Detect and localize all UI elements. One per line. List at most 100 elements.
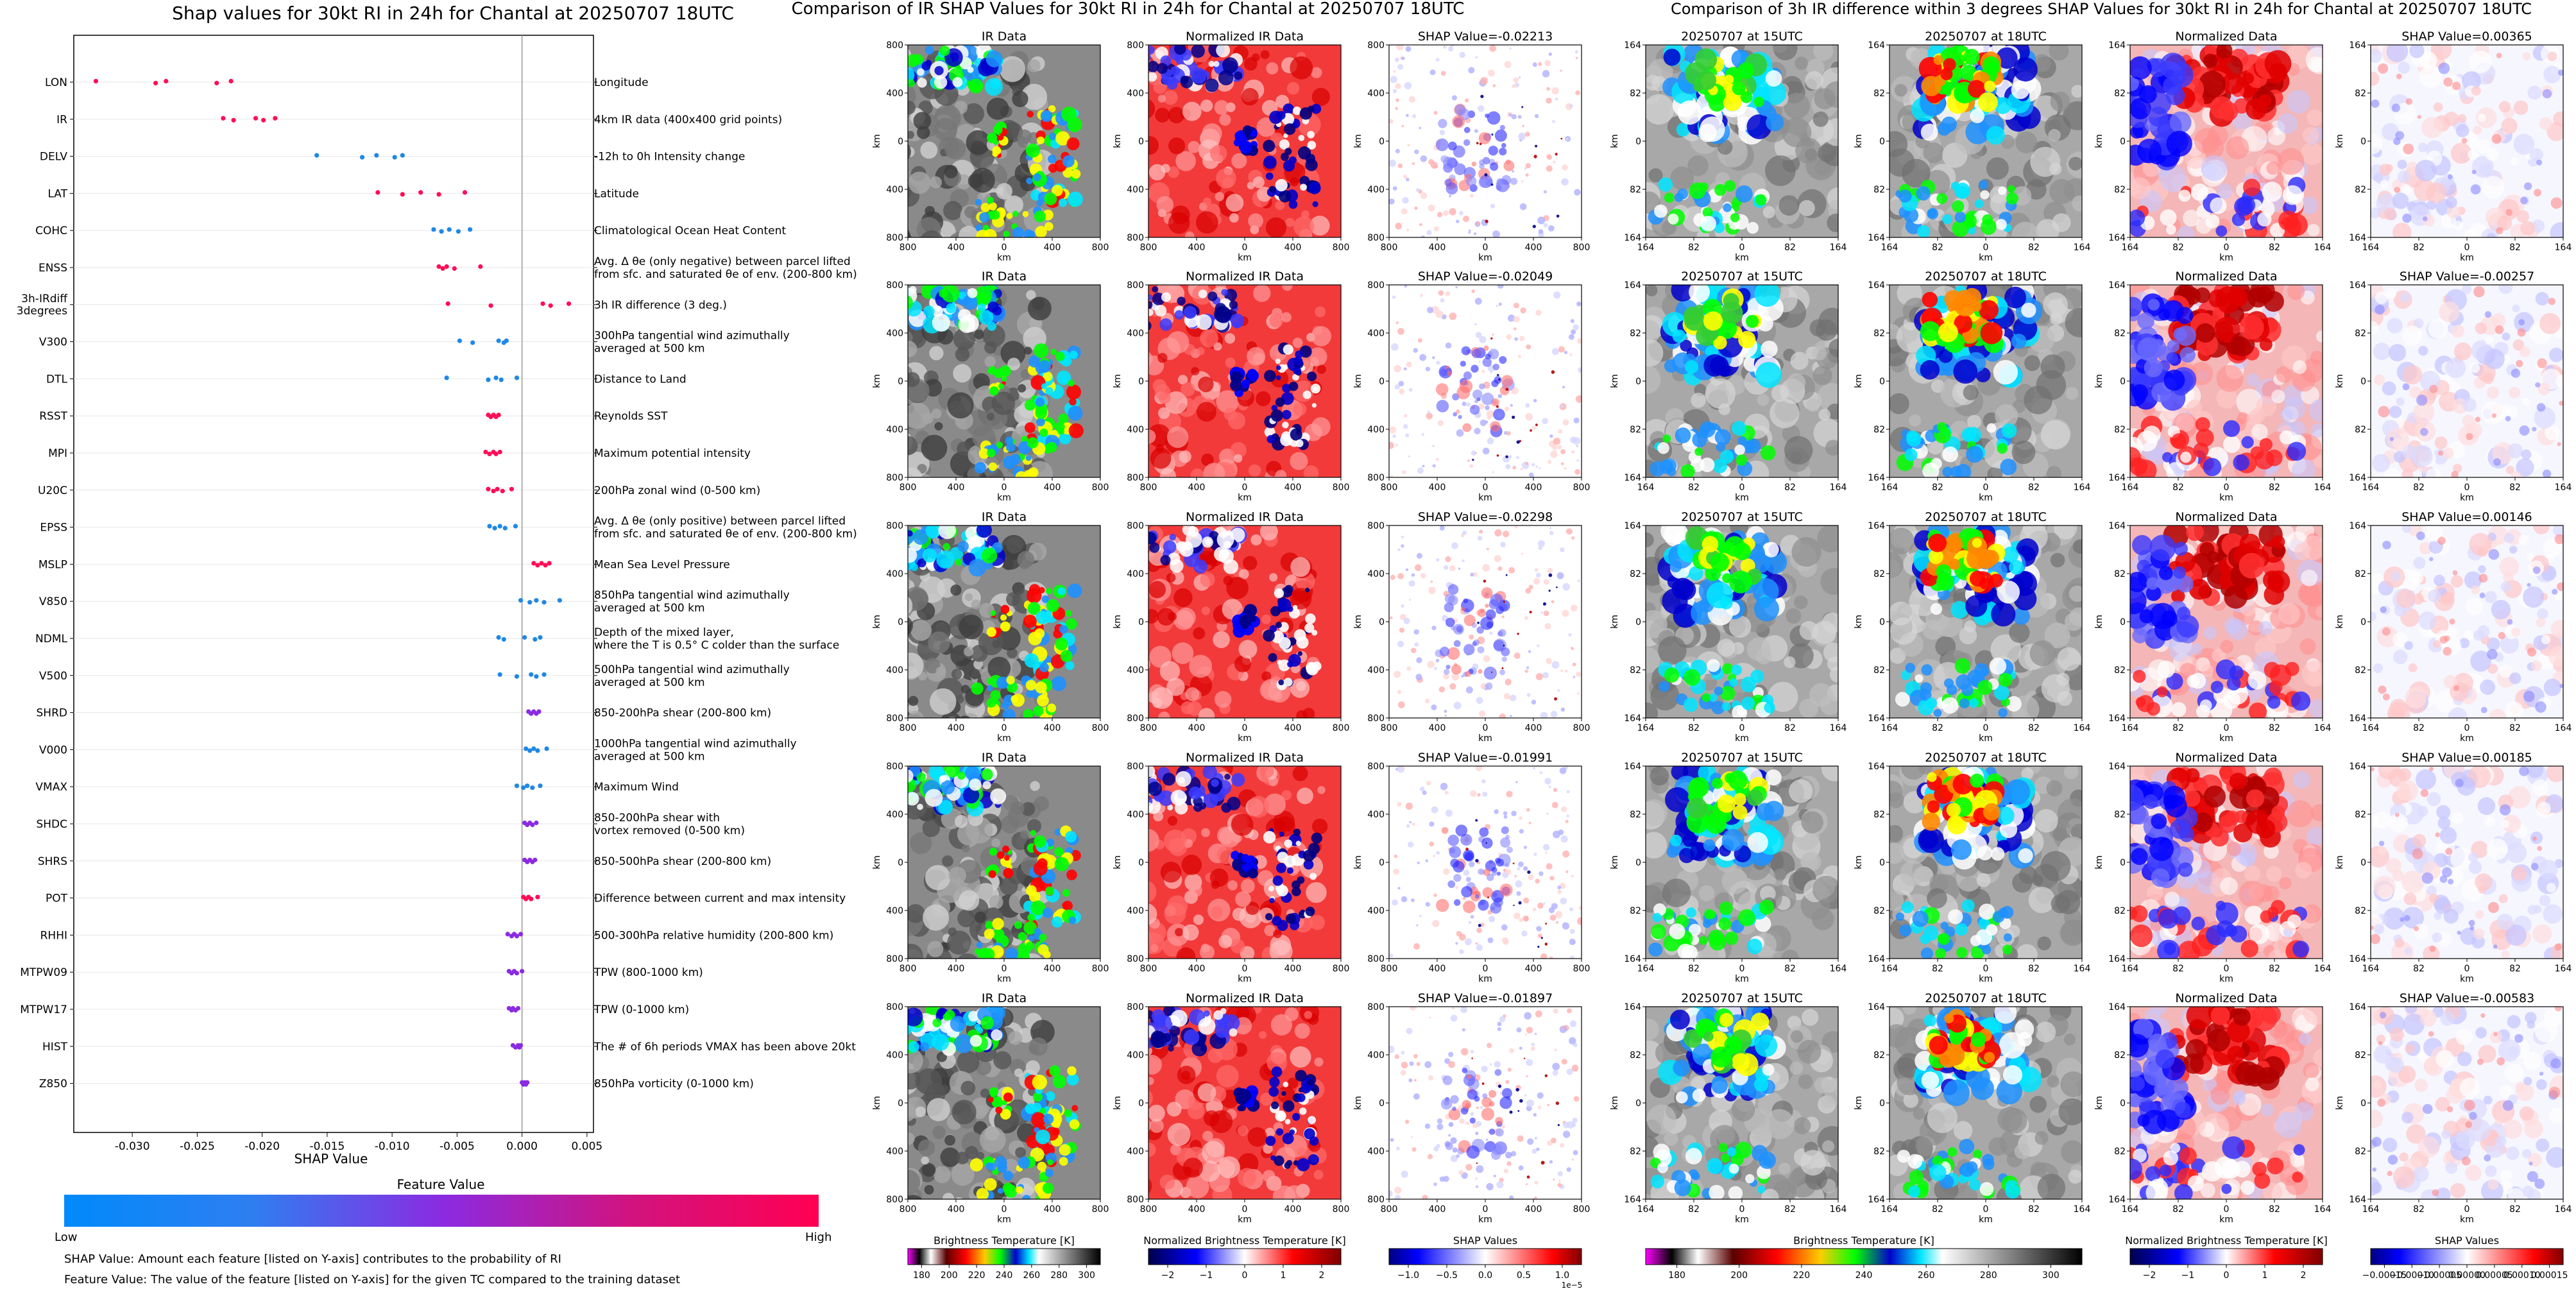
ytick-label: 164 [2349,954,2366,964]
ytick-label: 82 [1873,425,1885,435]
colorbar-tick-label: −0.00005 [2417,1270,2462,1281]
xtick-label: 800 [1140,482,1157,493]
ytick-label: 82 [1873,810,1885,820]
feature-label: HIST [42,1041,68,1054]
ytick-label: 0 [1138,617,1144,627]
xtick-label: 82 [2172,723,2184,733]
ytick-label: 82 [2114,185,2126,195]
shap-point [452,266,457,271]
xtick-label: 0 [2224,482,2230,493]
xtick-label: 82 [1688,482,1700,493]
xtick-label: 82 [2028,243,2040,253]
ytick-label: 82 [1873,1050,1885,1061]
ytick-label: 800 [1367,1002,1385,1012]
axis-label: km [997,253,1011,263]
xtick-label: 0 [2224,964,2230,974]
shap-point [529,896,534,901]
axis-label: km [1113,134,1123,148]
ytick-label: 0 [1138,137,1144,147]
xtick-label: 0.005 [572,1140,603,1153]
ytick-label: 82 [2355,810,2366,820]
xtick-label: 400 [1284,964,1302,974]
axis-label: km [872,374,882,388]
ytick-label: 164 [1624,1195,1641,1205]
xtick-label: 800 [1573,1204,1591,1215]
feature-description: Reynolds SST [594,410,668,423]
ytick-label: 164 [2349,762,2366,772]
xtick-label: 164 [1830,964,1847,974]
xtick-label: 82 [2028,482,2040,493]
ytick-label: 164 [2108,1195,2126,1205]
shap-point [444,264,449,269]
axis-label: km [1610,1096,1620,1110]
xtick-label: 164 [2314,482,2332,493]
xtick-label: 82 [2269,723,2280,733]
colorbar-tick-label: 0 [2224,1270,2230,1281]
ytick-label: 800 [886,40,903,51]
ytick-label: 800 [1127,762,1144,772]
xtick-label: 0 [1739,243,1745,253]
ytick-label: 82 [1873,185,1885,195]
shap-point [359,155,365,160]
colorbar-tick-label: −2 [1161,1270,1175,1281]
ytick-label: 82 [2355,1050,2366,1061]
axis-label: km [2460,493,2474,503]
ytick-label: 0 [1879,858,1885,868]
axis-label: km [997,733,1011,744]
colorbar-tick-label: 2 [2301,1270,2307,1281]
ytick-label: 164 [2349,40,2366,51]
colorbar-tick-label: 220 [1793,1270,1810,1281]
panel-title: 20250707 at 15UTC [1681,510,1803,524]
xtick-label: 164 [1830,243,1847,253]
shap-point [525,783,530,789]
panel-title: IR Data [982,510,1027,524]
axis-label: km [2460,1215,2474,1225]
xtick-label: 164 [2314,243,2332,253]
feature-description: Mean Sea Level Pressure [594,558,730,571]
colorbar-tick-label: 260 [1918,1270,1935,1281]
xtick-label: 400 [1044,964,1061,974]
xtick-label: 82 [2509,482,2521,493]
ytick-label: 164 [2349,713,2366,724]
shap-point [374,153,379,158]
xtick-label: 800 [1092,1204,1109,1215]
axis-label: km [2219,733,2233,744]
ytick-label: 164 [2349,1195,2366,1205]
shap-point [547,561,552,566]
ytick-label: 0 [1879,377,1885,387]
shap-point [483,449,488,455]
ytick-label: 400 [1127,185,1144,195]
ytick-label: 0 [2120,377,2126,387]
panel-title: Normalized Data [2175,991,2277,1005]
ytick-label: 0 [2120,1098,2126,1109]
colorbar-title: SHAP Values [2435,1234,2499,1247]
xtick-label: 82 [2413,964,2425,974]
xtick-label: 800 [1381,1204,1398,1215]
ytick-label: 400 [1367,1147,1385,1157]
xtick-label: 82 [2028,964,2040,974]
ytick-label: 0 [1635,137,1641,147]
shap-point [529,672,534,677]
ytick-label: 164 [1868,1002,1885,1012]
colorbar-tick-label: 280 [1980,1270,1997,1281]
xtick-label: 82 [2172,482,2184,493]
shap-point [470,340,475,345]
xtick-label: 800 [1333,1204,1350,1215]
ytick-label: 82 [2355,665,2366,676]
shap-point [221,115,226,121]
shap-point [228,78,234,84]
xtick-label: 164 [2362,243,2380,253]
xtick-label: 800 [1573,723,1591,733]
feature-label: SHRD [37,707,67,720]
xtick-label: 164 [1881,482,1898,493]
ytick-label: 400 [1127,1050,1144,1061]
colorbar-tick-label: 240 [996,1270,1013,1281]
xtick-label: 0 [1002,723,1007,733]
ytick-label: 164 [1624,1002,1641,1012]
ytick-label: 800 [1127,280,1144,291]
xtick-label: 82 [2509,1204,2521,1215]
